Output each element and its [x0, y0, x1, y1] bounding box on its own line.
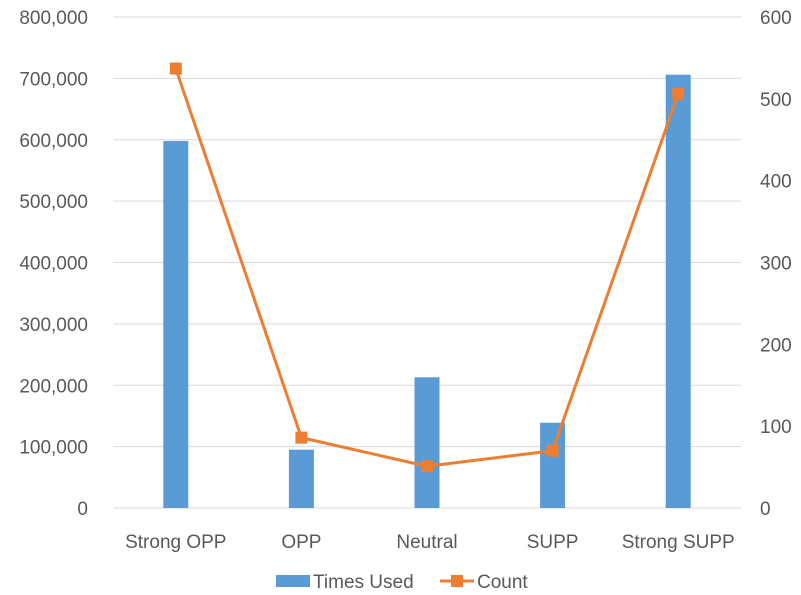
legend-label-count: Count	[477, 572, 528, 593]
category-axis-labels: Strong OPP OPP Neutral SUPP Strong SUPP	[125, 532, 735, 553]
line-series-count	[169, 62, 685, 473]
category-label: Neutral	[396, 532, 457, 553]
legend-marker-count	[451, 575, 463, 587]
right-axis-tick-label: 300	[760, 254, 792, 275]
bar	[414, 377, 440, 508]
legend: Times Used Count	[276, 572, 528, 593]
left-axis-tick-label: 800,000	[19, 8, 88, 29]
left-axis-ticks: 0 100,000 200,000 300,000 400,000 500,000 600,…	[19, 8, 88, 520]
bar	[163, 140, 189, 509]
left-axis-tick-label: 0	[77, 499, 88, 520]
category-label: Strong OPP	[125, 532, 226, 553]
gridlines	[113, 16, 741, 509]
right-axis-tick-label: 100	[760, 417, 792, 438]
category-label: SUPP	[527, 532, 579, 553]
right-axis-tick-label: 400	[760, 172, 792, 193]
legend-swatch-times-used	[276, 575, 310, 587]
left-axis-tick-label: 100,000	[19, 438, 88, 459]
bar	[540, 422, 566, 508]
left-axis-tick-label: 200,000	[19, 376, 88, 397]
category-label: OPP	[281, 532, 321, 553]
left-axis-tick-label: 700,000	[19, 69, 88, 90]
left-axis-tick-label: 300,000	[19, 315, 88, 336]
left-axis-tick-label: 500,000	[19, 192, 88, 213]
bar-series-times-used	[163, 74, 691, 509]
line-marker	[169, 62, 182, 75]
line-marker	[546, 444, 559, 457]
line-marker	[295, 431, 308, 444]
legend-label-times-used: Times Used	[313, 572, 414, 593]
right-axis-tick-label: 0	[760, 499, 771, 520]
bar	[288, 449, 314, 508]
right-axis-tick-label: 500	[760, 90, 792, 111]
category-label: Strong SUPP	[622, 532, 735, 553]
line-marker	[421, 460, 433, 473]
right-axis-ticks: 0 100 200 300 400 500 600	[760, 8, 792, 520]
right-axis-tick-label: 200	[760, 335, 792, 356]
bar	[665, 74, 691, 508]
left-axis-tick-label: 600,000	[19, 131, 88, 152]
right-axis-tick-label: 600	[760, 8, 792, 29]
left-axis-tick-label: 400,000	[19, 254, 88, 275]
line-marker	[672, 87, 685, 100]
